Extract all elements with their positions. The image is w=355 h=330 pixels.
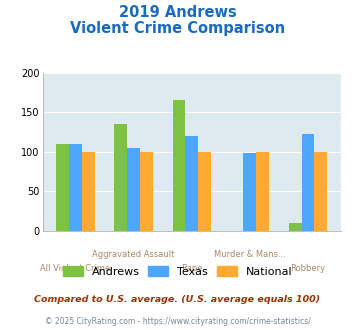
Text: Robbery: Robbery [290,264,326,273]
Bar [82,152,94,231]
Bar [69,144,82,231]
Text: Aggravated Assault: Aggravated Assault [92,250,175,259]
Bar [198,152,211,231]
Bar [185,136,198,231]
Bar [127,148,140,231]
Text: Violent Crime Comparison: Violent Crime Comparison [70,21,285,36]
Bar [315,152,327,231]
Legend: Andrews, Texas, National: Andrews, Texas, National [58,261,297,281]
Bar [244,153,256,231]
Text: All Violent Crime: All Violent Crime [40,264,110,273]
Text: © 2025 CityRating.com - https://www.cityrating.com/crime-statistics/: © 2025 CityRating.com - https://www.city… [45,317,310,326]
Text: Compared to U.S. average. (U.S. average equals 100): Compared to U.S. average. (U.S. average … [34,295,321,304]
Bar [173,100,185,231]
Bar [114,124,127,231]
Bar [56,144,69,231]
Text: Rape: Rape [181,264,202,273]
Bar [256,152,269,231]
Text: Murder & Mans...: Murder & Mans... [214,250,286,259]
Bar [289,223,302,231]
Bar [140,152,153,231]
Text: 2019 Andrews: 2019 Andrews [119,5,236,20]
Bar [302,134,315,231]
